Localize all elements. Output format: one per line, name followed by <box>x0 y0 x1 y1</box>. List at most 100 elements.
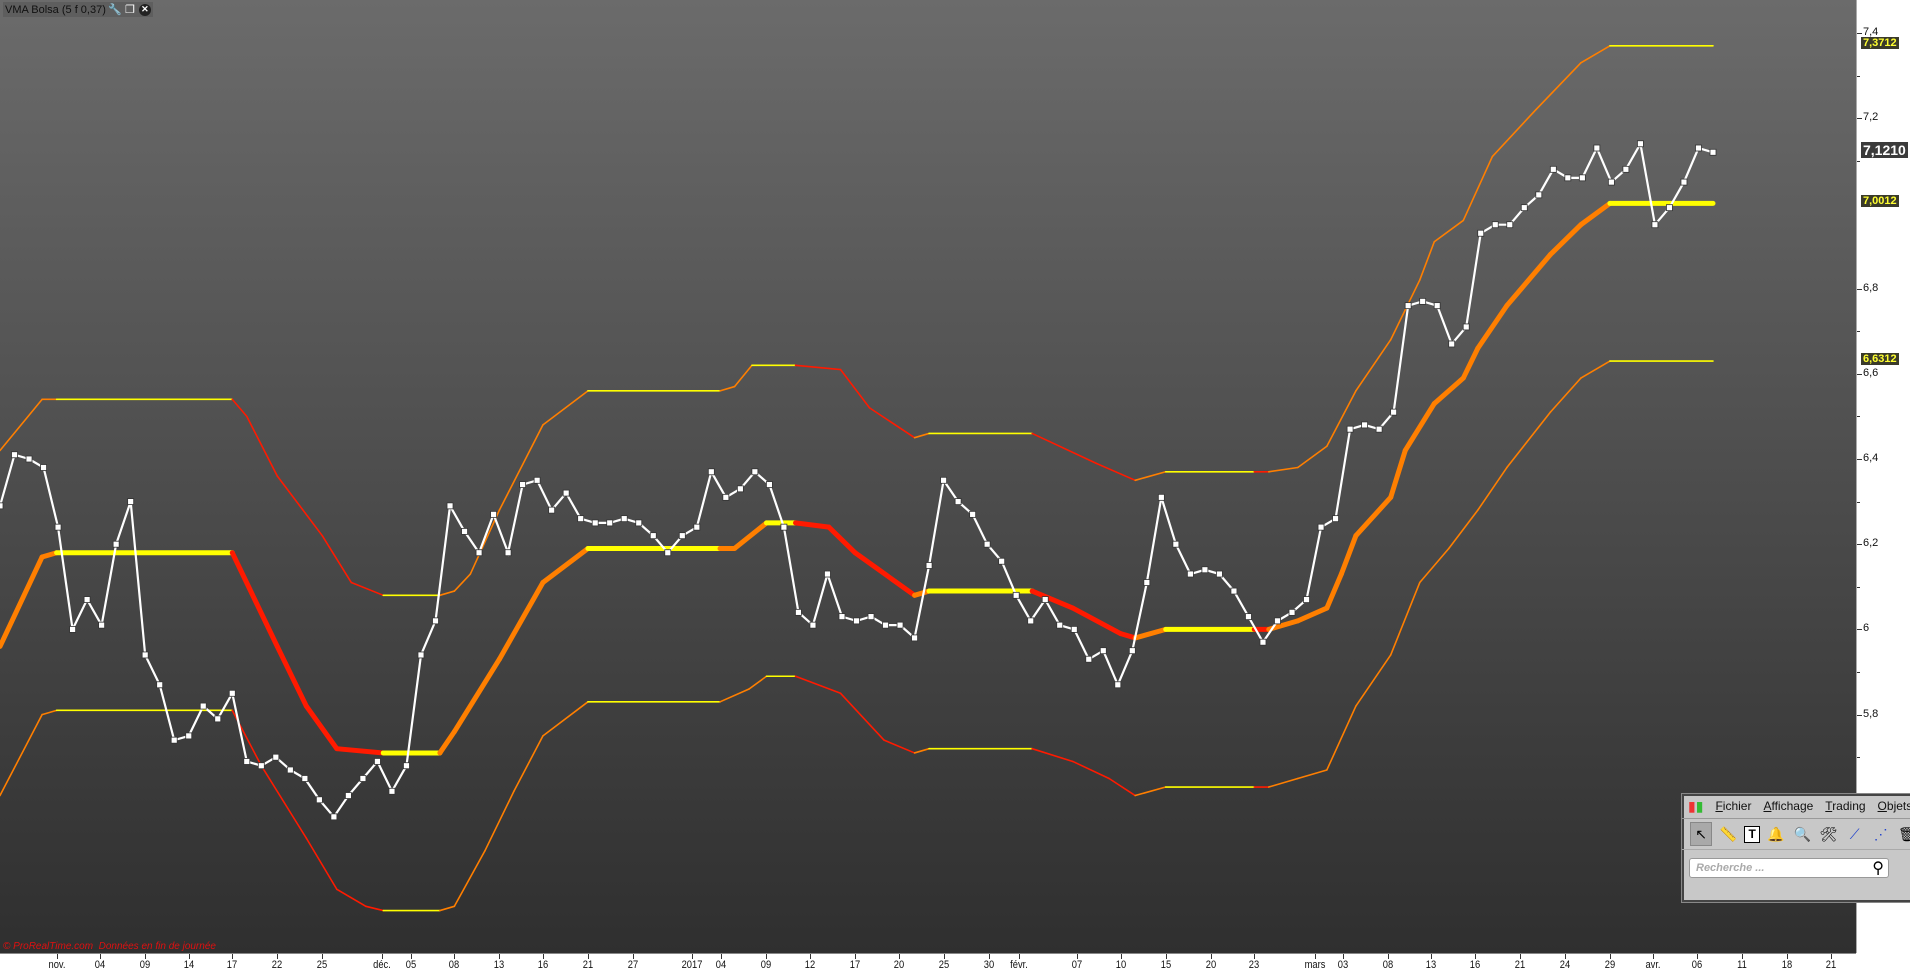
menu-fichier[interactable]: Fichier <box>1715 799 1752 813</box>
x-tick-label: 24 <box>1559 959 1571 971</box>
price-point <box>1099 647 1107 655</box>
price-point <box>1419 297 1427 305</box>
upper-band-segment <box>1580 44 1611 64</box>
price-point <box>1462 323 1470 331</box>
vma-line-segment <box>1547 222 1584 258</box>
chart-svg <box>0 44 1717 912</box>
copyright-notice: © ProRealTime.com Données en fin de jour… <box>3 941 216 952</box>
zoom-icon[interactable]: 🔍 <box>1793 825 1812 842</box>
price-point <box>606 519 614 527</box>
search-input[interactable] <box>1694 861 1858 875</box>
lower-band-segment <box>1418 547 1450 584</box>
price-point <box>1607 178 1615 186</box>
price-point <box>1666 204 1673 212</box>
upper-band-segment <box>1326 390 1357 448</box>
search-icon[interactable]: ⚲ <box>1872 860 1884 877</box>
restore-window-icon[interactable]: ❐ <box>124 4 135 16</box>
x-tick-label: 04 <box>94 959 106 971</box>
x-tick-label: 21 <box>1825 959 1836 971</box>
x-tick <box>56 954 58 959</box>
price-point <box>127 498 135 506</box>
ruler-icon[interactable]: 📏 <box>1719 825 1737 842</box>
upper-band-segment <box>1355 338 1392 392</box>
menu-affichage[interactable]: Affichage <box>1763 799 1814 813</box>
vma-line-segment <box>1388 447 1408 500</box>
pointer-icon[interactable]: ↖ <box>1690 822 1713 846</box>
x-tick <box>943 954 945 959</box>
vma-line-segment <box>1132 626 1169 641</box>
date-axis[interactable]: nov. 04 09 14 17 22 25 déc. 05 08 13 16 21 27 2017 04 09… <box>0 953 1856 975</box>
toolbox-panel: ▮▮ Fichier Affichage Trading Objets ↖ 📏 … <box>1681 793 1910 903</box>
alert-bell-icon[interactable]: 🔔 <box>1767 825 1785 842</box>
lower-band-segment <box>260 764 308 839</box>
x-tick <box>1830 954 1832 959</box>
y-tick <box>1857 714 1862 716</box>
x-tick <box>499 954 501 959</box>
copyright-text: © ProRealTime.com <box>3 941 94 952</box>
lower-band-segment <box>41 709 58 716</box>
price-point <box>1114 681 1122 689</box>
price-point <box>998 557 1006 565</box>
price-point <box>1317 523 1325 531</box>
x-tick <box>1019 954 1021 959</box>
x-tick-label: 08 <box>449 959 460 971</box>
price-point <box>1172 540 1180 548</box>
y-tick <box>1857 373 1862 375</box>
price-point <box>795 608 802 616</box>
price-point <box>40 464 47 471</box>
x-tick <box>1387 954 1389 959</box>
trendline-icon[interactable]: ⟋ <box>1849 825 1860 842</box>
close-icon[interactable]: ✕ <box>138 3 151 16</box>
vma-line-segment <box>1295 605 1330 624</box>
x-tick <box>410 954 412 959</box>
toolbox-menu: ▮▮ Fichier Affichage Trading Objets <box>1682 794 1910 819</box>
x-tick-label: 15 <box>1160 959 1171 971</box>
price-point <box>475 549 483 557</box>
upper-band-segment <box>469 509 501 575</box>
price-point <box>983 540 991 548</box>
upper-band-segment <box>245 415 279 477</box>
menu-trading[interactable]: Trading <box>1825 799 1866 813</box>
price-point <box>1288 608 1296 616</box>
text-icon[interactable]: T <box>1744 825 1761 843</box>
x-tick-label: 25 <box>938 959 949 971</box>
x-tick-label: 10 <box>1115 959 1126 971</box>
points-line-icon[interactable]: ⋰ <box>1873 825 1888 842</box>
price-point <box>1506 221 1514 229</box>
price-point <box>1259 638 1267 646</box>
x-tick <box>632 954 634 959</box>
lower-band-segment <box>1447 509 1479 550</box>
price-point <box>780 523 788 531</box>
price-point <box>1651 221 1659 229</box>
wrench-icon[interactable]: 🔧 <box>108 4 122 16</box>
price-point <box>0 502 4 510</box>
price-point <box>1564 174 1572 182</box>
chart-plot-area[interactable] <box>0 0 1856 953</box>
price-point <box>243 758 251 765</box>
lower-band-segment <box>1267 777 1299 788</box>
x-tick-label: 09 <box>761 959 772 971</box>
price-point <box>867 613 875 621</box>
upper-band-segment <box>1031 432 1097 465</box>
x-tick-label: 21 <box>582 959 594 971</box>
price-point <box>83 596 91 603</box>
price-axis[interactable]: 7,4 7,2 6,8 6,6 6,4 6,2 6 5,8 7,3712 7,1210 7,0012… <box>1856 0 1910 953</box>
y-tick <box>1857 544 1862 546</box>
lower-band-segment <box>453 850 486 908</box>
upper-band-segment <box>231 398 248 418</box>
y-tick-label: 6,8 <box>1863 281 1879 294</box>
settings-tools-icon[interactable]: 🛠 <box>1819 825 1838 842</box>
trash-icon[interactable]: 🗑 <box>1898 825 1910 842</box>
lower-band-segment <box>1506 411 1552 469</box>
search-box[interactable]: ⚲ <box>1689 858 1889 878</box>
lower-band-segment <box>305 837 338 891</box>
price-point <box>388 787 396 795</box>
upper-band-segment <box>1491 108 1537 158</box>
price-point <box>1041 596 1049 603</box>
menu-objets[interactable]: Objets <box>1877 799 1910 813</box>
upper-band-segment <box>321 534 353 584</box>
vma-line-segment <box>1324 571 1344 611</box>
lower-band-segment <box>0 713 43 797</box>
x-tick-label: 09 <box>139 959 151 971</box>
y-tick-label: 6,4 <box>1863 452 1879 464</box>
